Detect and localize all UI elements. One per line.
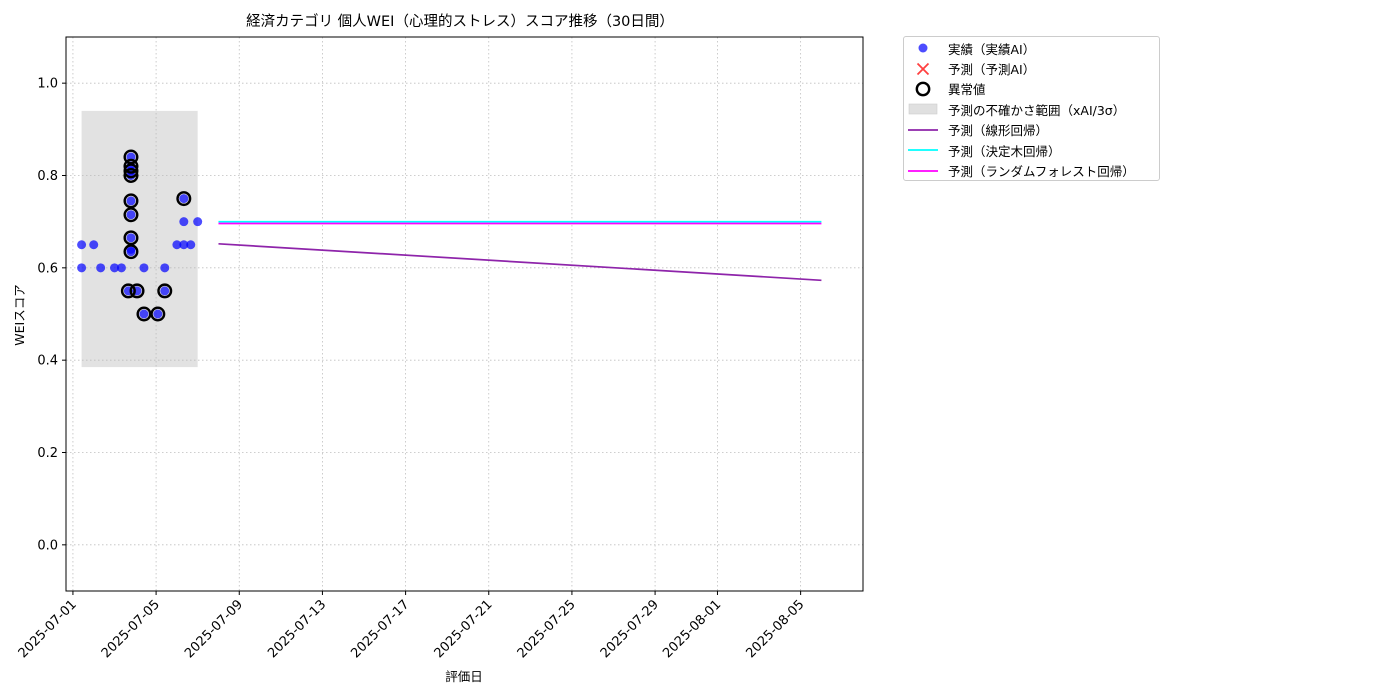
outlier-marker — [123, 244, 139, 260]
legend-item: 異常値 — [904, 79, 1159, 99]
legend-marker-line — [908, 149, 938, 152]
legend-marker-ring — [915, 81, 931, 97]
x-tick-label: 2025-08-05 — [743, 597, 807, 661]
data-point — [160, 286, 170, 296]
outlier-marker — [123, 193, 139, 209]
data-point — [139, 263, 149, 273]
data-point — [110, 263, 120, 273]
data-point — [89, 240, 99, 250]
data-point — [153, 309, 163, 319]
legend-label: 予測（予測AI） — [948, 62, 1036, 78]
outlier-marker — [150, 306, 166, 322]
data-point — [77, 240, 87, 250]
x-tick-label: 2025-07-01 — [16, 597, 80, 661]
legend-label: 予測（線形回帰） — [948, 123, 1049, 139]
y-tick-label: 0.2 — [37, 446, 58, 461]
data-point — [172, 240, 182, 250]
x-tick-label: 2025-08-01 — [660, 597, 724, 661]
y-tick-label: 0.0 — [37, 538, 58, 553]
legend-marker-cross — [916, 62, 930, 75]
plot-frame — [65, 36, 864, 592]
legend-item: 予測（線形回帰） — [904, 120, 1159, 140]
outlier-markers-layer — [120, 149, 192, 322]
outlier-marker — [123, 207, 139, 223]
legend-label: 実績（実績AI） — [948, 41, 1036, 57]
x-tick-label: 2025-07-21 — [432, 597, 496, 661]
data-point — [160, 263, 170, 273]
data-point — [126, 196, 136, 206]
legend-label: 異常値 — [948, 82, 986, 98]
y-tick-label: 0.8 — [37, 169, 58, 184]
data-point — [126, 233, 136, 243]
legend-item: 予測の不確かさ範囲（xAI/3σ） — [904, 99, 1159, 119]
legend-label: 予測の不確かさ範囲（xAI/3σ） — [948, 102, 1126, 118]
outlier-marker — [123, 149, 139, 165]
legend-marker-dot — [918, 43, 928, 53]
data-point — [179, 217, 189, 227]
y-tick-label: 0.6 — [37, 261, 58, 276]
outlier-marker — [120, 283, 136, 299]
outlier-marker — [123, 167, 139, 183]
legend-item: 実績（実績AI） — [904, 38, 1159, 58]
data-point — [193, 217, 203, 227]
legend-marker-band — [908, 104, 938, 115]
data-point — [179, 194, 189, 204]
x-axis-label: 評価日 — [445, 669, 483, 684]
prediction-lines-layer — [218, 220, 822, 282]
outlier-marker — [123, 230, 139, 246]
data-point — [179, 240, 189, 250]
legend-marker-line — [908, 169, 938, 172]
y-tick-label: 1.0 — [37, 77, 58, 92]
y-axis-label: WEIスコア — [12, 284, 27, 345]
outlier-marker — [157, 283, 173, 299]
x-tick-label: 2025-07-05 — [99, 597, 163, 661]
legend-label: 予測（決定木回帰） — [948, 143, 1061, 159]
y-tick-label: 0.4 — [37, 354, 58, 369]
legend-item: 予測（ランダムフォレスト回帰） — [904, 160, 1159, 180]
data-point — [126, 247, 136, 257]
x-tick-label: 2025-07-13 — [265, 597, 329, 661]
legend-label: 予測（ランダムフォレスト回帰） — [948, 164, 1135, 180]
uncertainty-band — [81, 110, 198, 368]
outlier-marker — [176, 191, 192, 207]
data-point — [139, 309, 149, 319]
x-tick-label: 2025-07-29 — [598, 597, 662, 661]
actual-points-layer — [77, 152, 203, 319]
x-tick-label: 2025-07-25 — [515, 597, 579, 661]
legend-item: 予測（決定木回帰） — [904, 140, 1159, 160]
data-point — [96, 263, 106, 273]
prediction-line — [218, 242, 822, 282]
outlier-marker — [123, 158, 139, 174]
legend-marker-line — [908, 128, 938, 131]
x-tick-label: 2025-07-09 — [182, 597, 246, 661]
uncertainty-band-layer — [81, 110, 198, 368]
legend: 実績（実績AI） 予測（予測AI） 異常値 予測の不確かさ範囲（xAI/3σ） … — [903, 36, 1160, 181]
data-point — [77, 263, 87, 273]
outlier-marker — [123, 163, 139, 179]
data-point — [126, 210, 136, 220]
x-tick-label: 2025-07-17 — [348, 597, 412, 661]
outlier-marker — [136, 306, 152, 322]
outlier-marker — [129, 283, 145, 299]
data-point — [116, 263, 126, 273]
chart-title: 経済カテゴリ 個人WEI（心理的ストレス）スコア推移（30日間） — [246, 12, 674, 30]
legend-item: 予測（予測AI） — [904, 58, 1159, 78]
data-point — [186, 240, 196, 250]
